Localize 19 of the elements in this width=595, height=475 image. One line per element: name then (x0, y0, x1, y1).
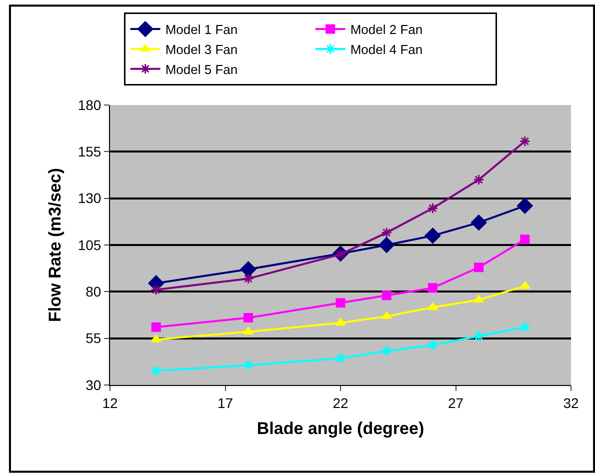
y-tick-label: 80 (86, 284, 102, 300)
legend-label: Model 4 Fan (350, 42, 423, 58)
y-axis-title: Flow Rate (m3/sec) (45, 168, 64, 322)
y-tick-label: 180 (78, 96, 102, 113)
x-tick-label: 12 (102, 394, 118, 411)
y-tick-label: 155 (78, 144, 102, 160)
legend-label: Model 1 Fan (165, 22, 238, 38)
x-tick-label: 17 (217, 394, 234, 411)
x-tick-label: 22 (332, 394, 348, 411)
y-tick-label: 130 (78, 190, 102, 206)
y-tick-label: 55 (86, 330, 102, 346)
legend-label: Model 5 Fan (165, 62, 238, 77)
y-tick-label: 105 (78, 236, 102, 253)
legend-label: Model 2 Fan (350, 22, 423, 38)
x-tick-label: 27 (448, 394, 464, 411)
x-axis-title: Blade angle (degree) (256, 419, 424, 438)
y-tick-label: 30 (86, 376, 102, 393)
legend-label: Model 3 Fan (165, 42, 238, 58)
x-tick-label: 32 (563, 394, 579, 411)
